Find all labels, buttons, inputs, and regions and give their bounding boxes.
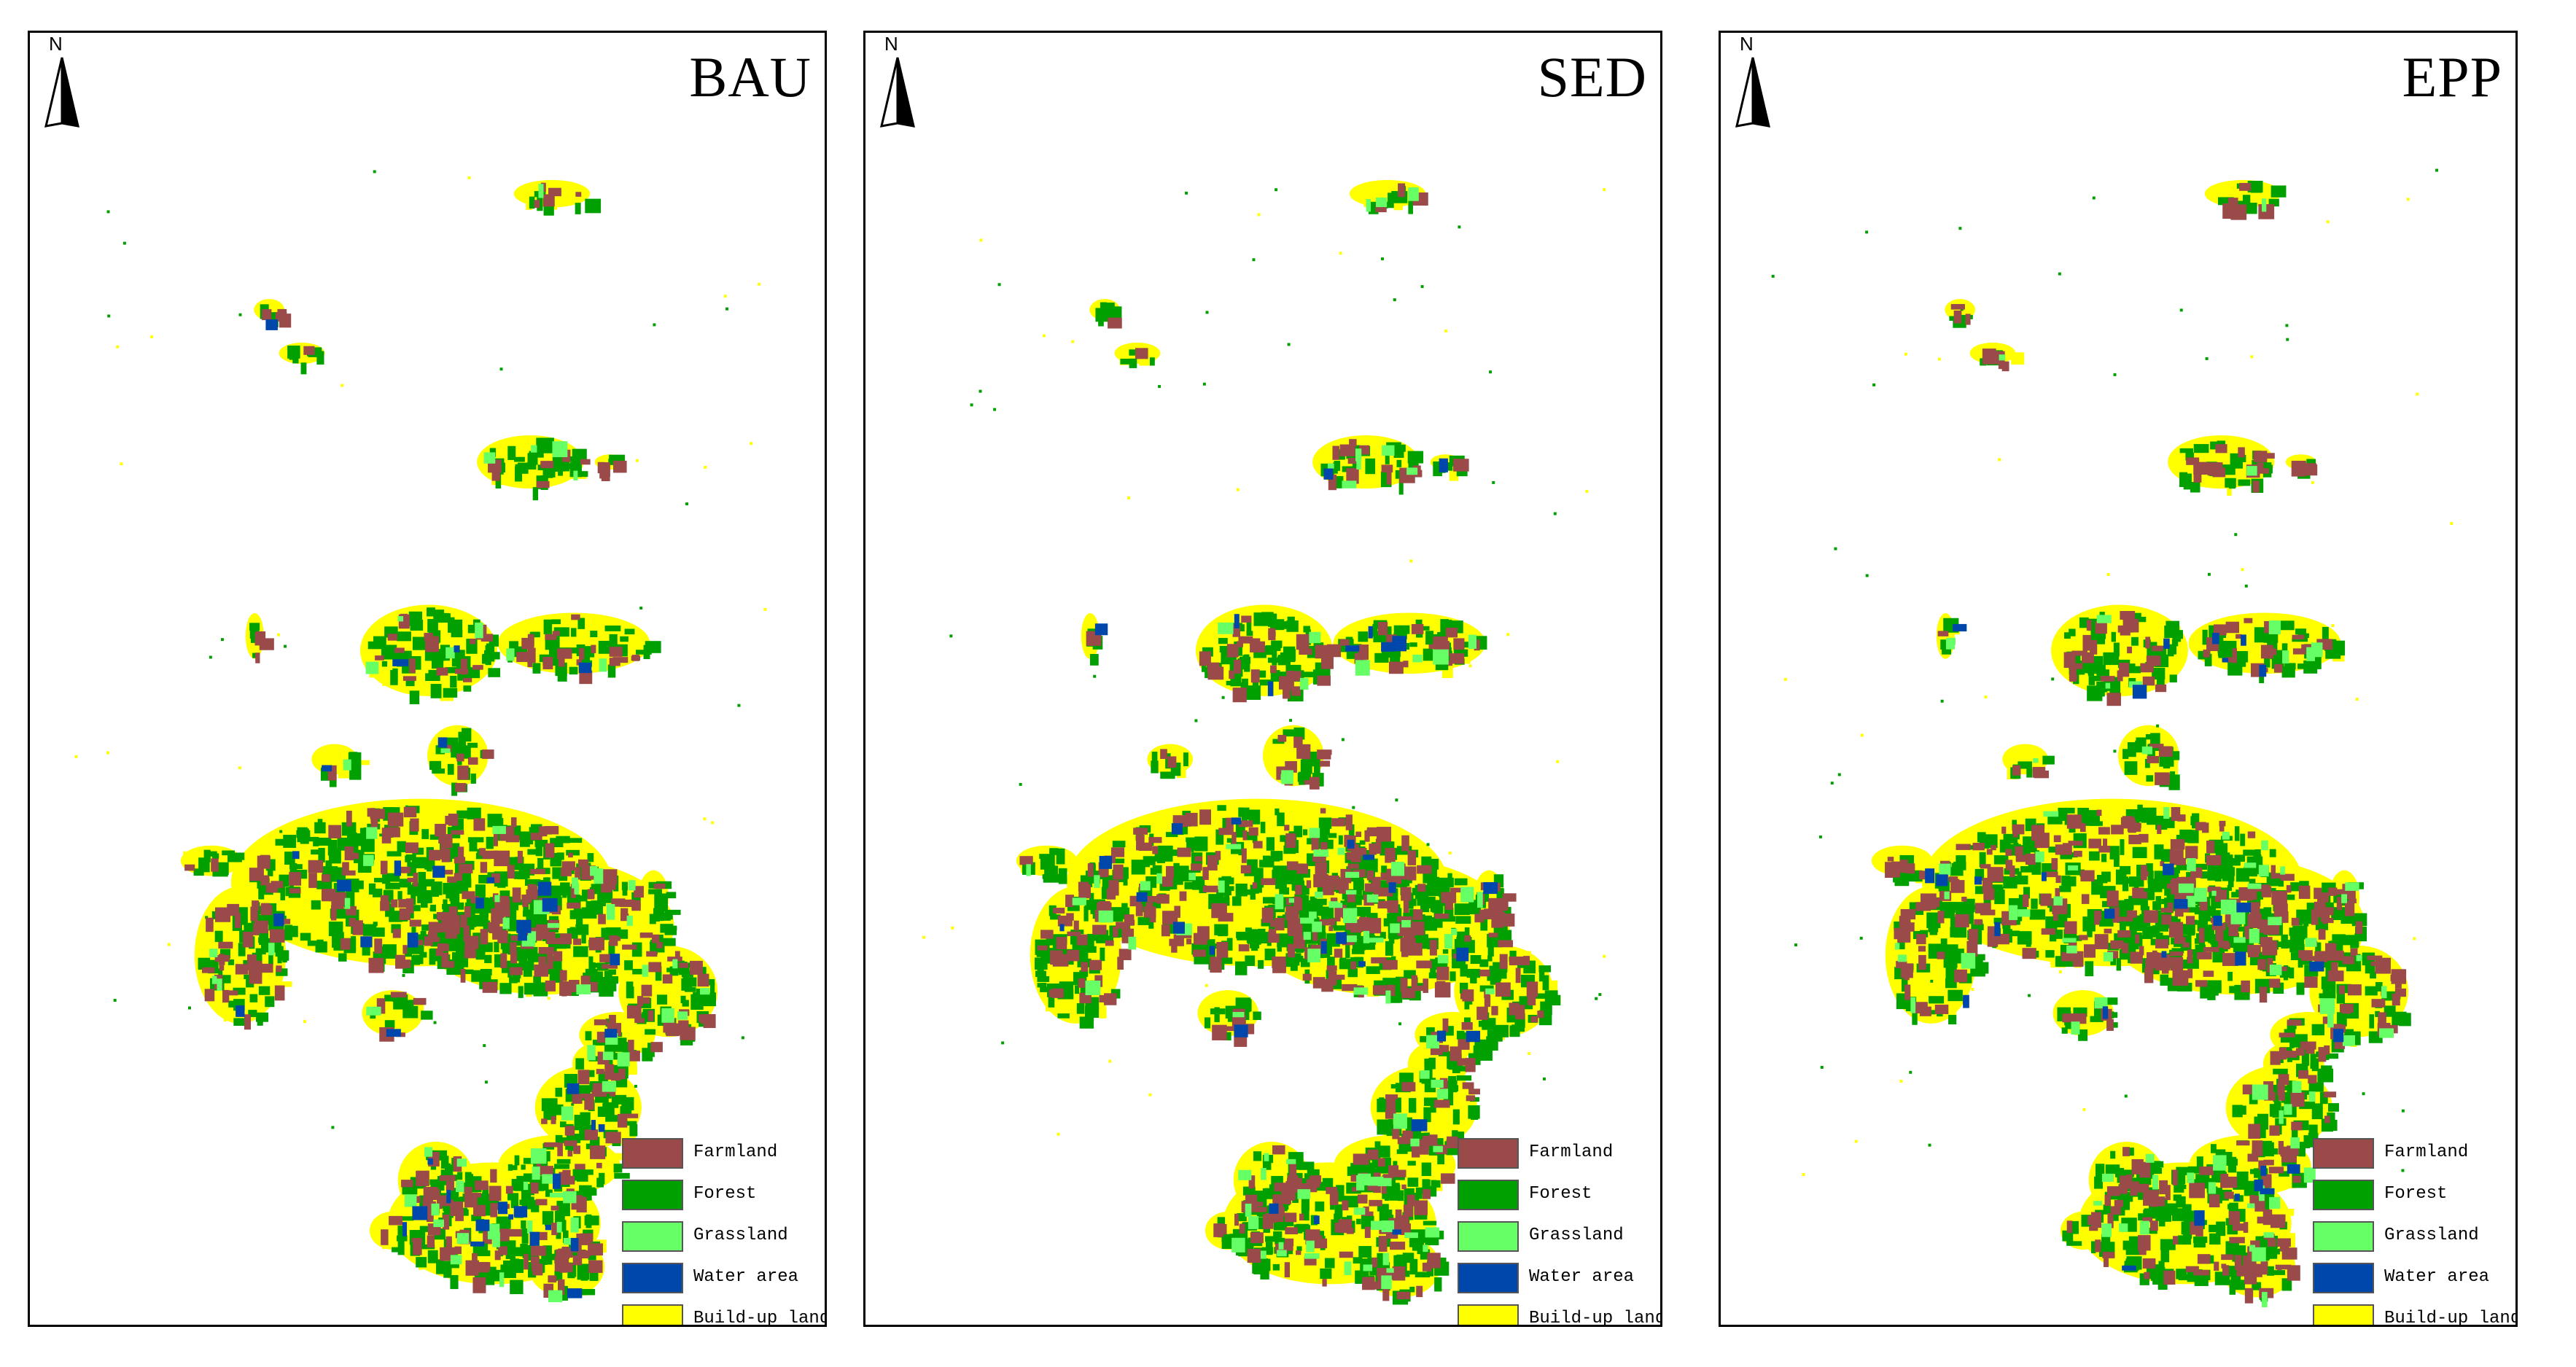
legend: Farmland Forest Grassland Water area Build-u… [2313,1134,2518,1327]
legend-swatch [1458,1180,1519,1210]
legend-item: Grassland [622,1217,825,1258]
north-arrow-icon [44,57,79,128]
legend-swatch [622,1304,683,1325]
map-panel-bau: N BAU Farmland Forest Grassland Water area B… [28,31,827,1327]
legend-item: Forest [622,1175,825,1217]
legend-item: Farmland [1458,1134,1660,1175]
legend-label: Forest [693,1184,757,1204]
scenario-label: EPP [2402,45,2502,109]
farmland-layer [184,182,716,1298]
legend-item: Grassland [2313,1217,2515,1258]
legend-swatch [622,1180,683,1210]
legend-swatch [1458,1263,1519,1293]
legend-label: Farmland [2384,1142,2469,1162]
legend-item: Water area [622,1258,825,1300]
legend-label: Build-up land [693,1309,827,1327]
legend-swatch [2313,1138,2374,1169]
grassland-layer [209,184,710,1303]
legend-swatch [622,1263,683,1293]
land-use-map [74,170,767,1303]
legend-swatch [2313,1180,2374,1210]
legend-swatch [2313,1304,2374,1325]
legend-item: Grassland [1458,1217,1660,1258]
legend-swatch [2313,1263,2374,1293]
scenario-label: SED [1537,45,1647,109]
legend-label: Build-up land [1529,1309,1662,1327]
build-up-land-layer [1016,179,1561,1298]
legend-item: Build-up land [1458,1300,1662,1327]
legend-label: Grassland [693,1226,788,1245]
map-panel-sed: N SED Farmland Forest Grassland Water area B… [863,31,1662,1327]
legend-label: Farmland [693,1142,778,1162]
grassland-layer [1026,187,1495,1290]
legend-label: Grassland [2384,1226,2479,1245]
legend-label: Build-up land [2384,1309,2518,1327]
legend-swatch [622,1138,683,1169]
legend-label: Water area [2384,1267,2490,1287]
north-arrow-icon [1735,57,1770,128]
legend-item: Build-up land [622,1300,827,1327]
legend-swatch [2313,1221,2374,1252]
legend-item: Farmland [622,1134,825,1175]
north-label: N [884,33,898,55]
legend-swatch [1458,1221,1519,1252]
legend-label: Forest [1529,1184,1592,1204]
legend-item: Water area [1458,1258,1660,1300]
water-area-layer [1059,458,1498,1235]
map-panel-epp: N EPP Farmland Forest Grassland Water area B… [1719,31,2518,1327]
water-area-layer [1925,623,2344,1271]
legend: Farmland Forest Grassland Water area Build-u… [1458,1134,1662,1327]
land-use-map [922,179,1606,1305]
water-area-layer [236,319,620,1298]
farmland-layer [1885,182,2407,1304]
legend-swatch [1458,1138,1519,1169]
legend-item: Farmland [2313,1134,2515,1175]
legend-label: Water area [1529,1267,1635,1287]
north-arrow-icon [880,57,915,128]
legend-label: Farmland [1529,1142,1614,1162]
forest-layer [1771,168,2454,1302]
legend-swatch [622,1221,683,1252]
legend: Farmland Forest Grassland Water area Build-u… [622,1134,827,1327]
legend-item: Forest [1458,1175,1660,1217]
legend-label: Water area [693,1267,799,1287]
forest-layer [74,170,767,1301]
legend-label: Grassland [1529,1226,1624,1245]
legend-item: Forest [2313,1175,2515,1217]
legend-item: Build-up land [2313,1300,2518,1327]
scenario-label: BAU [689,45,812,109]
legend-swatch [1458,1304,1519,1325]
legend-item: Water area [2313,1258,2515,1300]
land-use-map [1771,168,2454,1308]
north-label: N [49,33,63,55]
legend-label: Forest [2384,1184,2448,1204]
north-label: N [1740,33,1754,55]
